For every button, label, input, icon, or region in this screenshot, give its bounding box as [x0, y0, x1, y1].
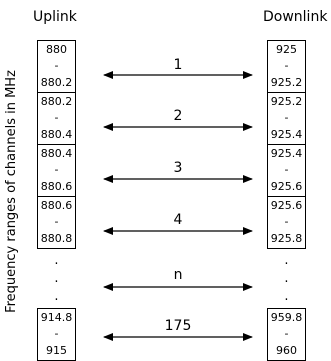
uplink-range-start: 880.2: [40, 95, 73, 108]
downlink-range-end: 925.2: [270, 76, 303, 89]
downlink-range-end: 925.8: [270, 232, 303, 245]
uplink-range-separator: -: [54, 59, 59, 72]
channel-number: n: [173, 267, 183, 283]
downlink-range-end: 960: [276, 344, 297, 357]
channel-number: 1: [173, 57, 183, 73]
downlink-range-end: 925.6: [270, 180, 303, 193]
uplink-ellipsis-dot: .: [54, 271, 59, 286]
downlink-range-start: 925.4: [270, 147, 303, 160]
uplink-range-box: 914.8 - 915: [37, 308, 76, 361]
downlink-range-end: 925.4: [270, 128, 303, 141]
uplink-range-box: 880.4 - 880.6: [37, 144, 76, 197]
uplink-range-separator: -: [54, 111, 59, 124]
downlink-range-start: 959.8: [270, 311, 303, 324]
downlink-range-start: 925.6: [270, 199, 303, 212]
downlink-ellipsis-dot: .: [284, 271, 289, 286]
uplink-column: 880-880.2 880.2-880.4 880.4-880.6 880.6-880…: [37, 40, 76, 361]
uplink-header: Uplink: [33, 9, 77, 25]
uplink-range-end: 880.2: [40, 76, 73, 89]
uplink-range-start: 880.6: [40, 199, 73, 212]
uplink-range-end: 880.4: [40, 128, 73, 141]
downlink-range-separator: -: [284, 163, 289, 176]
uplink-range-separator: -: [54, 163, 59, 176]
channel-number: 4: [173, 212, 183, 228]
uplink-range-start: 914.8: [40, 311, 73, 324]
downlink-ellipsis-dot: .: [284, 253, 289, 268]
downlink-range-separator: -: [284, 111, 289, 124]
uplink-ellipsis-dot: .: [54, 253, 59, 268]
uplink-range-separator: -: [54, 327, 59, 340]
downlink-ellipsis-dot: .: [284, 289, 289, 304]
uplink-range-separator: -: [54, 215, 59, 228]
uplink-ellipsis-dot: .: [54, 289, 59, 304]
uplink-range-end: 880.6: [40, 180, 73, 193]
downlink-range-separator: -: [284, 327, 289, 340]
downlink-range-box: 925 - 925.2: [267, 40, 306, 93]
downlink-range-start: 925: [276, 43, 297, 56]
uplink-range-end: 880.8: [40, 232, 73, 245]
downlink-range-box: 925.6 - 925.8: [267, 196, 306, 249]
downlink-range-start: 925.2: [270, 95, 303, 108]
uplink-range-box: 880.2 - 880.4: [37, 92, 76, 145]
uplink-range-box: 880 - 880.2: [37, 40, 76, 93]
downlink-column: 925-925.2 925.2-925.4 925.4-925.6 925.6-925…: [267, 40, 306, 361]
uplink-range-end: 915: [46, 344, 67, 357]
downlink-header: Downlink: [263, 9, 328, 25]
downlink-range-separator: -: [284, 215, 289, 228]
downlink-range-separator: -: [284, 59, 289, 72]
downlink-range-box: 959.8 - 960: [267, 308, 306, 361]
uplink-range-start: 880: [46, 43, 67, 56]
uplink-range-box: 880.6 - 880.8: [37, 196, 76, 249]
channel-number: 3: [173, 160, 183, 176]
channel-number: 2: [173, 108, 183, 124]
channel-number: 175: [164, 318, 192, 334]
uplink-range-start: 880.4: [40, 147, 73, 160]
